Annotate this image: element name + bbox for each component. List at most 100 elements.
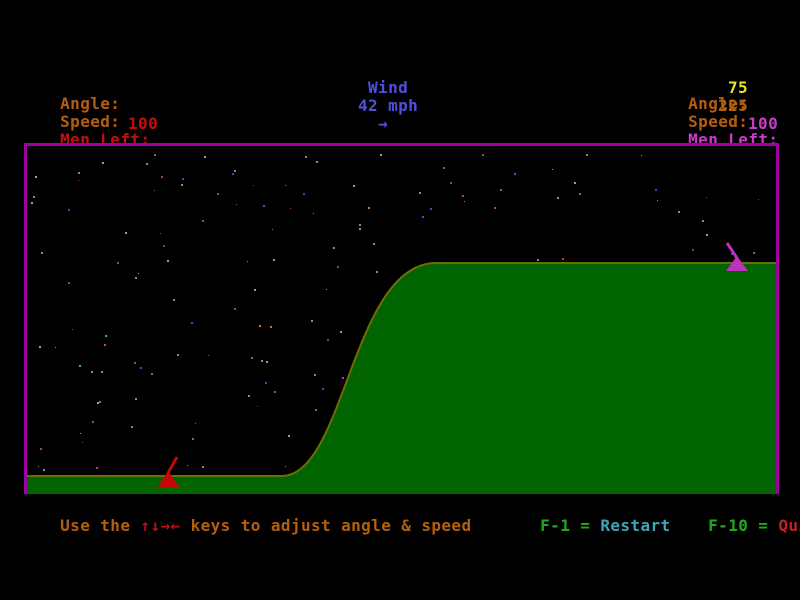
star <box>482 154 484 156</box>
star <box>574 182 576 184</box>
star <box>494 207 496 209</box>
star <box>254 289 256 291</box>
star <box>232 173 234 175</box>
star <box>753 252 755 254</box>
restart-hint: F-1 = Restart <box>500 502 671 550</box>
star <box>182 178 184 180</box>
quit-key: F-10 = <box>708 516 769 535</box>
star <box>40 448 42 450</box>
star <box>117 262 119 264</box>
star <box>706 197 707 198</box>
star <box>285 185 286 186</box>
star <box>43 469 45 471</box>
star <box>562 258 564 260</box>
right-angle-label: Angle: <box>688 94 749 113</box>
star <box>202 466 204 468</box>
star <box>187 465 188 466</box>
star <box>702 220 704 222</box>
star <box>91 371 93 373</box>
star <box>236 204 237 205</box>
star <box>303 193 305 195</box>
star <box>327 339 329 341</box>
star <box>270 326 272 328</box>
star <box>68 282 70 284</box>
star <box>96 467 98 469</box>
star <box>202 220 204 222</box>
terrain <box>27 242 776 494</box>
star <box>758 199 759 200</box>
star <box>204 156 206 158</box>
right-speed-label: Speed: <box>688 112 749 131</box>
star <box>380 154 382 156</box>
help-text: Use the ↑↓→← keys to adjust angle & spee… <box>20 502 472 550</box>
star <box>167 260 169 262</box>
star <box>731 253 733 255</box>
star <box>368 207 370 209</box>
star <box>430 208 432 210</box>
star <box>305 156 307 158</box>
star <box>419 192 421 194</box>
star <box>160 233 161 234</box>
star <box>125 232 127 234</box>
left-angle-row: Angle: <box>20 80 120 144</box>
star <box>359 224 361 226</box>
star <box>586 154 588 156</box>
star <box>217 193 219 195</box>
star <box>706 234 708 236</box>
star <box>692 249 694 251</box>
star <box>78 180 79 181</box>
left-speed-label: Speed: <box>60 112 121 131</box>
left-speed-row: Speed: <box>20 98 120 162</box>
star <box>313 213 314 214</box>
star <box>251 357 253 359</box>
star <box>105 335 107 337</box>
star <box>422 216 424 218</box>
star <box>311 320 313 322</box>
star <box>104 344 106 346</box>
star <box>135 277 137 279</box>
star <box>641 155 642 156</box>
star <box>342 377 344 379</box>
left-men-value: 100 <box>128 114 159 133</box>
star <box>259 325 261 327</box>
star <box>78 172 80 174</box>
help-suffix: keys to adjust angle & speed <box>180 516 472 535</box>
star <box>135 398 137 400</box>
star <box>257 406 258 407</box>
star <box>80 433 81 434</box>
right-speed-row: Speed: 225 <box>648 98 748 162</box>
star <box>248 395 250 397</box>
star <box>173 299 175 301</box>
wind-value: 42 mph <box>358 96 419 115</box>
star <box>177 354 179 356</box>
star <box>154 154 156 156</box>
star <box>273 259 275 261</box>
star <box>82 442 83 443</box>
star <box>208 355 209 356</box>
star <box>41 252 43 254</box>
star <box>315 409 317 411</box>
star <box>557 197 559 199</box>
star <box>247 261 248 262</box>
star <box>55 347 56 348</box>
restart-key: F-1 = <box>540 516 591 535</box>
star <box>288 435 290 437</box>
star <box>99 401 101 403</box>
quit-hint: F-10 = Quit <box>668 502 800 550</box>
star <box>38 466 39 467</box>
star <box>39 346 41 348</box>
star <box>131 426 133 428</box>
playfield[interactable] <box>24 143 779 494</box>
star <box>234 308 236 310</box>
left-angle-label: Angle: <box>60 94 121 113</box>
star <box>316 161 318 163</box>
star <box>72 329 73 330</box>
star <box>678 211 680 213</box>
arrow-keys-icon: ↑↓→← <box>140 516 181 535</box>
star <box>138 273 139 274</box>
star <box>500 189 502 191</box>
star <box>272 229 273 230</box>
player-left-tank <box>157 456 180 488</box>
star <box>443 167 445 169</box>
